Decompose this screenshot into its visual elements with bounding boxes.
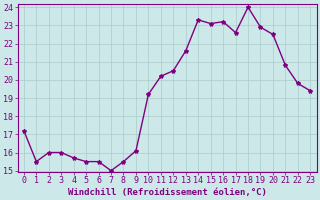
X-axis label: Windchill (Refroidissement éolien,°C): Windchill (Refroidissement éolien,°C): [68, 188, 267, 197]
